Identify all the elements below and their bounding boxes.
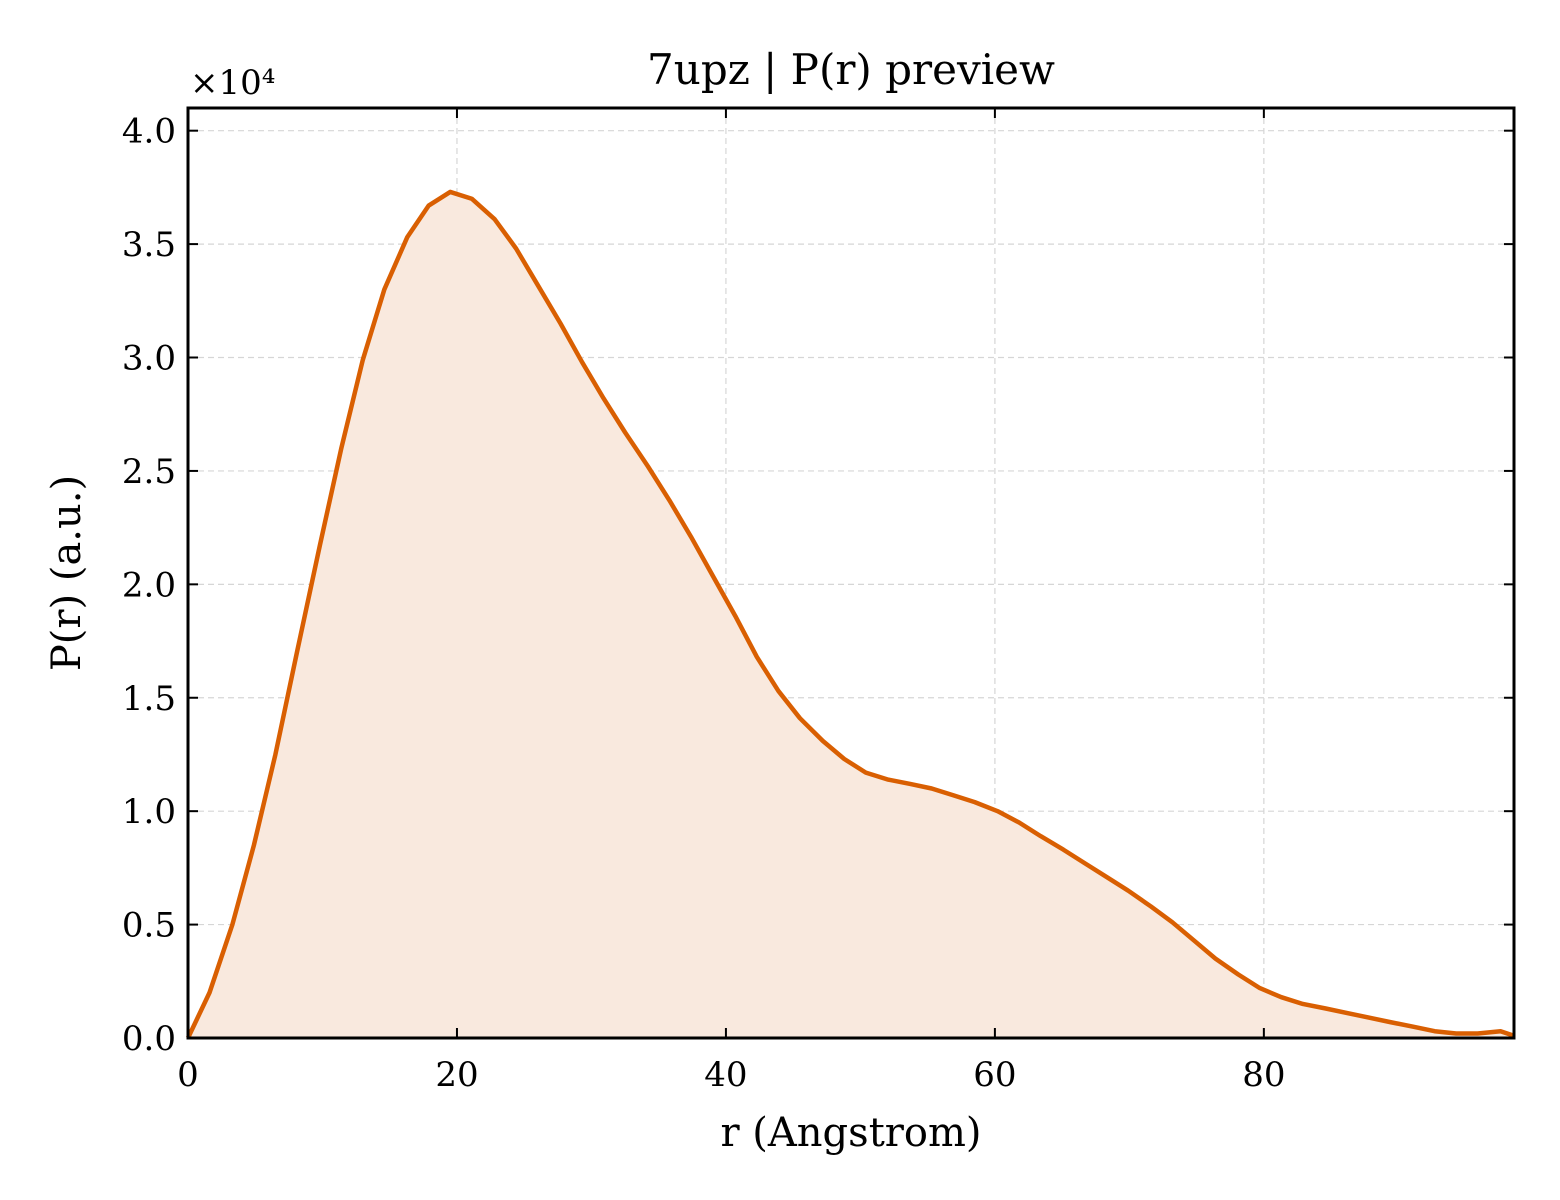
x-tick-label: 80 [1242,1055,1285,1095]
tick-layer: 0 20 40 60 80 0.0 0.5 1.0 1.5 2.0 2.5 3.0 3.5 4.0 [122,108,1514,1095]
pr-area-fill [188,191,1514,1038]
y-tick-label: 4.0 [122,112,176,152]
y-tick-label: 0.5 [122,906,176,946]
x-tick-label: 60 [973,1055,1016,1095]
y-tick-label: 3.5 [122,225,176,265]
x-tick-label: 40 [704,1055,747,1095]
x-tick-label: 20 [435,1055,478,1095]
pr-series-line [185,189,1515,1039]
chart-title: 7upz | P(r) preview [647,45,1055,94]
x-tick-label: 0 [177,1055,199,1095]
y-tick-label: 3.0 [122,339,176,379]
y-offset-label: ×10⁴ [190,63,275,103]
y-tick-label: 1.5 [122,679,176,719]
y-tick-label: 1.0 [122,792,176,832]
plot-frame [186,106,1516,1040]
y-axis-label: P(r) (a.u.) [44,475,90,671]
y-tick-label: 2.5 [122,452,176,492]
y-tick-label: 2.0 [122,565,176,605]
x-axis-label: r (Angstrom) [720,1110,981,1156]
y-tick-label: 0.0 [122,1019,176,1059]
